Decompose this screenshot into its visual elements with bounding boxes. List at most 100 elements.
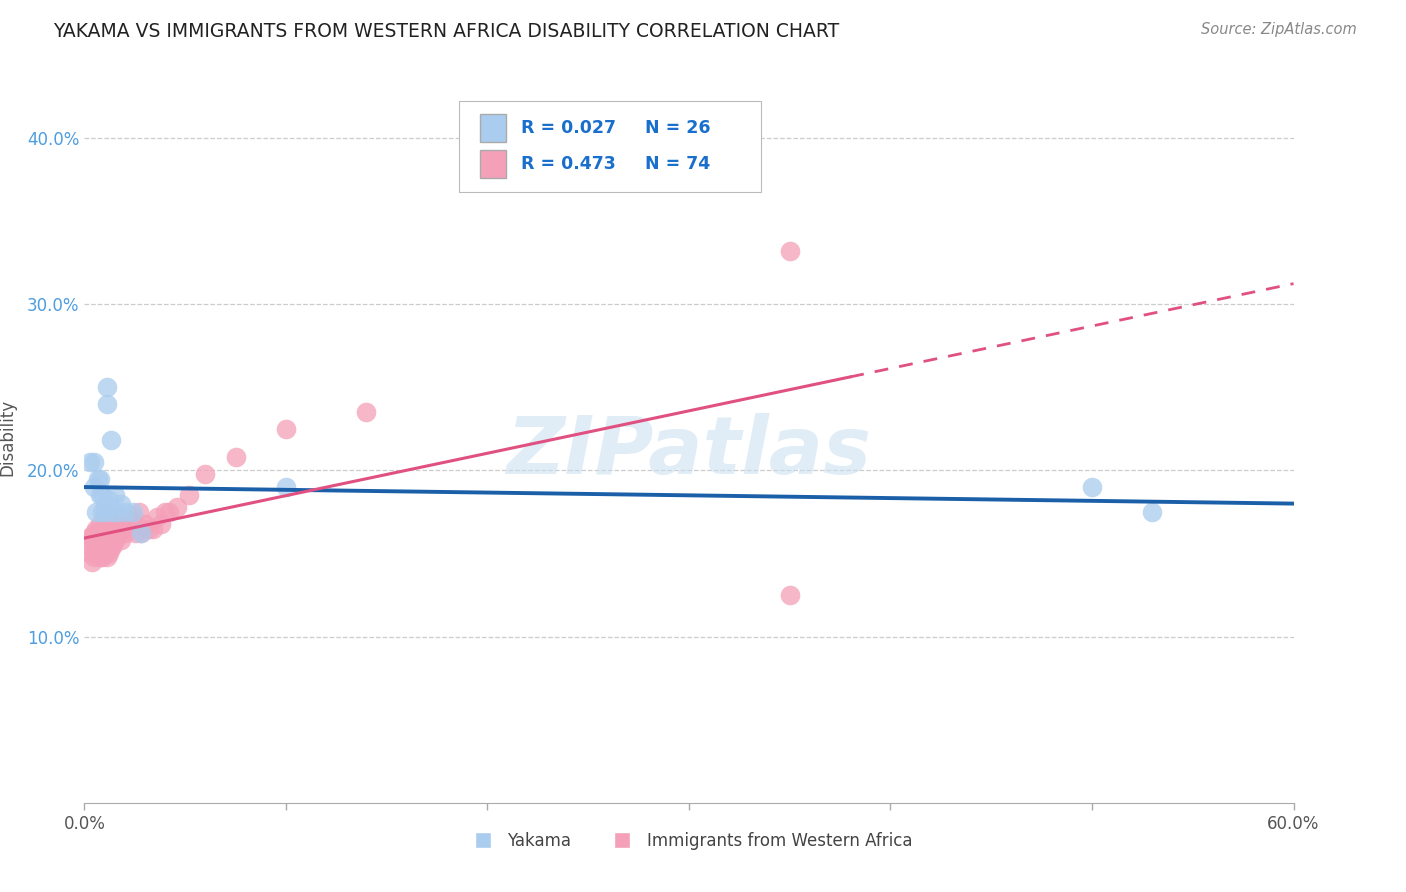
Point bbox=[101, 505, 124, 519]
Point bbox=[105, 505, 128, 519]
Point bbox=[96, 380, 118, 394]
Text: ZIPatlas: ZIPatlas bbox=[506, 413, 872, 491]
Point bbox=[274, 422, 297, 436]
Point bbox=[110, 509, 132, 524]
Point bbox=[79, 455, 101, 469]
Point bbox=[77, 538, 100, 552]
Point bbox=[105, 521, 128, 535]
Text: YAKAMA VS IMMIGRANTS FROM WESTERN AFRICA DISABILITY CORRELATION CHART: YAKAMA VS IMMIGRANTS FROM WESTERN AFRICA… bbox=[53, 22, 839, 41]
Point bbox=[100, 541, 122, 556]
Text: R = 0.027: R = 0.027 bbox=[520, 119, 616, 136]
Point bbox=[91, 521, 114, 535]
Point bbox=[89, 472, 111, 486]
Point bbox=[96, 526, 118, 541]
Point bbox=[86, 521, 108, 535]
Point bbox=[93, 497, 115, 511]
Point bbox=[166, 500, 188, 514]
Point bbox=[121, 505, 143, 519]
Point bbox=[779, 588, 801, 602]
Point bbox=[97, 513, 120, 527]
Point bbox=[134, 516, 156, 531]
Point bbox=[157, 505, 180, 519]
Point bbox=[97, 500, 120, 514]
Point bbox=[87, 524, 110, 539]
Point bbox=[89, 538, 111, 552]
Point bbox=[110, 533, 132, 548]
Text: R = 0.473: R = 0.473 bbox=[520, 155, 616, 173]
Point bbox=[142, 521, 165, 535]
Point bbox=[1142, 505, 1164, 519]
Point bbox=[101, 538, 124, 552]
Point bbox=[179, 488, 201, 502]
Point bbox=[104, 521, 127, 535]
Point bbox=[79, 546, 101, 560]
Point bbox=[779, 244, 801, 258]
Point bbox=[110, 521, 132, 535]
Point bbox=[89, 488, 111, 502]
Point bbox=[107, 516, 129, 531]
Bar bbox=[479, 114, 506, 142]
Point bbox=[87, 533, 110, 548]
Point bbox=[101, 526, 124, 541]
Point bbox=[153, 505, 176, 519]
Text: N = 74: N = 74 bbox=[645, 155, 710, 173]
Point bbox=[83, 549, 105, 564]
Point bbox=[110, 497, 132, 511]
Point bbox=[87, 546, 110, 560]
Point bbox=[128, 505, 150, 519]
Point bbox=[83, 538, 105, 552]
Point bbox=[79, 530, 101, 544]
Point bbox=[83, 526, 105, 541]
Point bbox=[96, 397, 118, 411]
Y-axis label: Disability: Disability bbox=[0, 399, 15, 475]
Point bbox=[138, 521, 160, 535]
Point bbox=[83, 455, 105, 469]
Point bbox=[132, 521, 155, 535]
Point bbox=[91, 488, 114, 502]
Point bbox=[97, 533, 120, 548]
Point bbox=[107, 526, 129, 541]
Point bbox=[100, 530, 122, 544]
Point bbox=[124, 526, 146, 541]
Point bbox=[115, 516, 138, 531]
Point bbox=[104, 488, 127, 502]
Text: N = 26: N = 26 bbox=[645, 119, 711, 136]
Point bbox=[1081, 480, 1104, 494]
Point bbox=[83, 480, 105, 494]
Point bbox=[129, 526, 152, 541]
Point bbox=[114, 516, 136, 531]
Point bbox=[86, 533, 108, 548]
Point bbox=[91, 533, 114, 548]
Point bbox=[89, 516, 111, 531]
FancyBboxPatch shape bbox=[460, 101, 762, 192]
Point bbox=[86, 546, 108, 560]
Point bbox=[105, 530, 128, 544]
Point bbox=[100, 434, 122, 448]
Point bbox=[91, 541, 114, 556]
Point bbox=[82, 530, 104, 544]
Bar bbox=[479, 151, 506, 178]
Point bbox=[97, 493, 120, 508]
Point bbox=[87, 472, 110, 486]
Point bbox=[118, 513, 141, 527]
Point bbox=[93, 546, 115, 560]
Point bbox=[86, 505, 108, 519]
Point bbox=[96, 505, 118, 519]
Point bbox=[125, 521, 148, 535]
Point bbox=[104, 533, 127, 548]
Point bbox=[91, 549, 114, 564]
Point bbox=[274, 480, 297, 494]
Point bbox=[93, 505, 115, 519]
Point bbox=[114, 505, 136, 519]
Point bbox=[114, 526, 136, 541]
Point bbox=[93, 524, 115, 539]
Point bbox=[100, 521, 122, 535]
Point bbox=[194, 467, 217, 481]
Point bbox=[97, 546, 120, 560]
Point bbox=[96, 549, 118, 564]
Point bbox=[356, 405, 378, 419]
Point bbox=[225, 450, 247, 464]
Point bbox=[93, 533, 115, 548]
Point bbox=[89, 549, 111, 564]
Point bbox=[149, 516, 172, 531]
